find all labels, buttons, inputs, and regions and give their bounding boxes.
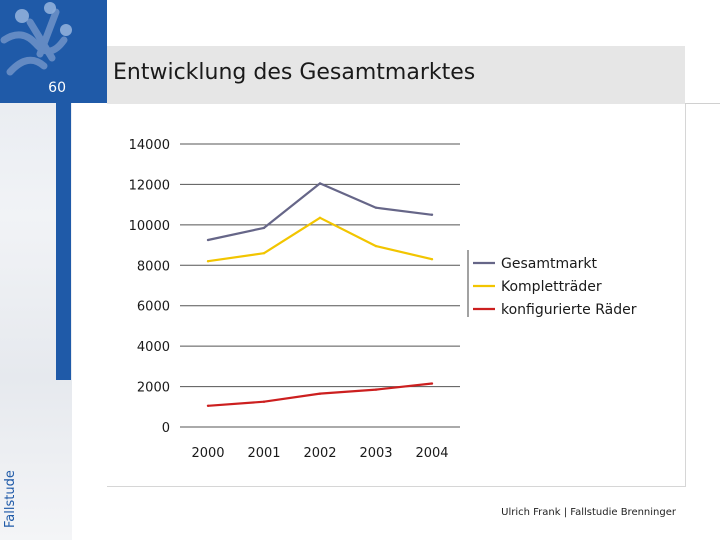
x-tick-label: 2003	[359, 446, 392, 461]
y-tick-label: 12000	[129, 178, 170, 193]
data-point	[430, 213, 434, 216]
x-tick-label: 2001	[247, 446, 280, 461]
data-point	[206, 404, 210, 407]
y-tick-label: 10000	[129, 219, 170, 234]
data-point	[374, 244, 378, 248]
data-point	[206, 260, 210, 263]
data-point	[262, 251, 266, 255]
data-point	[262, 226, 266, 230]
data-point	[430, 382, 434, 385]
y-tick-label: 4000	[137, 340, 170, 355]
data-point	[430, 258, 434, 261]
data-point	[318, 182, 322, 185]
vertical-section-label: Fallstude	[3, 470, 18, 528]
y-tick-label: 8000	[137, 259, 170, 274]
y-tick-label: 0	[162, 421, 170, 436]
line-chart: 0 2000 4000 6000 8000 10000 12000 14000 2000 200…	[129, 138, 637, 461]
data-point	[318, 392, 322, 395]
series-line-0	[207, 182, 433, 242]
legend-label: Gesamtmarkt	[501, 256, 598, 272]
data-point	[206, 238, 210, 242]
title-bar	[107, 46, 685, 104]
legend-label: Kompletträder	[501, 279, 602, 295]
title-divider	[685, 103, 720, 104]
slide-title: Entwicklung des Gesamtmarktes	[113, 60, 476, 85]
x-tick-label: 2004	[415, 446, 448, 461]
x-tick-label: 2002	[303, 446, 336, 461]
y-tick-label: 14000	[129, 138, 170, 153]
data-point	[374, 388, 378, 391]
footer-credit: Ulrich Frank | Fallstudie Brenninger	[501, 507, 676, 518]
legend-label: konfigurierte Räder	[501, 302, 637, 318]
chart-panel: 0 2000 4000 6000 8000 10000 12000 14000 2000 200…	[107, 104, 686, 487]
data-point	[262, 400, 266, 403]
data-point	[374, 206, 378, 209]
y-tick-label: 2000	[137, 381, 170, 396]
y-tick-label: 6000	[137, 300, 170, 315]
x-tick-label: 2000	[191, 446, 224, 461]
blue-side-strip	[56, 100, 71, 380]
figures-logo-icon	[0, 2, 72, 76]
data-point	[318, 216, 322, 219]
series-line-1	[207, 216, 433, 263]
page-number: 60	[48, 80, 66, 96]
